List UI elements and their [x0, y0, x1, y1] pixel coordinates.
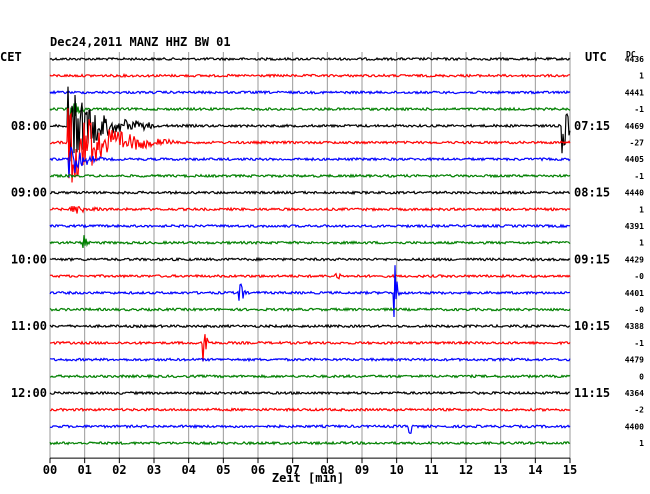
dc-offset-label: 4441	[625, 88, 644, 97]
x-axis-label: Zeit [min]	[272, 471, 344, 485]
x-tick-label: 01	[77, 463, 91, 477]
right-time-label: 09:15	[574, 252, 610, 266]
left-timezone-label: CET	[0, 50, 22, 64]
right-time-label: 10:15	[574, 319, 610, 333]
right-timezone-label: UTC	[585, 50, 607, 64]
dc-offset-label: 4364	[625, 389, 644, 398]
trace-line	[50, 108, 571, 183]
dc-offset-label: 4405	[625, 155, 644, 164]
x-axis: 00 01 02 03 04 05 06 07 08 09 10 11 12 13 14 15	[43, 457, 577, 477]
x-tick-label: 11	[424, 463, 438, 477]
x-tick-label: 06	[251, 463, 265, 477]
x-tick-label: 09	[355, 463, 369, 477]
x-tick-label: 05	[216, 463, 230, 477]
dc-offset-label: -2	[634, 406, 644, 415]
dc-label: DC	[626, 50, 636, 59]
dc-offset-label: 1	[639, 239, 644, 248]
left-time-label: 12:00	[11, 386, 47, 400]
trace-line	[49, 73, 571, 79]
trace-line	[49, 407, 571, 413]
dc-offset-label: 4479	[625, 356, 644, 365]
dc-offset-label: -1	[634, 172, 644, 181]
dc-offset-label: 4400	[625, 422, 644, 431]
trace-line	[49, 256, 571, 262]
trace-line	[49, 306, 571, 312]
right-time-label: 11:15	[574, 386, 610, 400]
dc-offset-label: 4440	[625, 189, 644, 198]
trace-line	[49, 205, 571, 214]
trace-line	[50, 334, 571, 362]
left-time-label: 08:00	[11, 119, 47, 133]
trace-line	[49, 56, 571, 62]
trace-line	[49, 89, 571, 95]
dc-offset-label: -1	[634, 339, 644, 348]
dc-offset-label: 4388	[625, 322, 644, 331]
dc-offset-label: -0	[634, 306, 644, 315]
dc-offset-label: 4429	[625, 255, 644, 264]
x-tick-label: 02	[112, 463, 126, 477]
trace-line	[49, 173, 571, 179]
dc-offset-label: -1	[634, 105, 644, 114]
dc-offset-label: 1	[639, 439, 644, 448]
x-tick-label: 04	[181, 463, 195, 477]
dc-offset-label: 1	[639, 205, 644, 214]
x-tick-label: 00	[43, 463, 57, 477]
time-gridlines	[49, 52, 571, 459]
left-time-label: 11:00	[11, 319, 47, 333]
x-tick-label: 15	[563, 463, 577, 477]
trace-line	[49, 189, 571, 196]
x-tick-label: 14	[528, 463, 542, 477]
dc-offset-label: -27	[630, 139, 645, 148]
left-time-label: 09:00	[11, 186, 47, 200]
x-tick-label: 12	[459, 463, 473, 477]
time-labels: 08:00 09:00 10:00 11:00 12:00 07:15 08:15 09:15…	[11, 55, 644, 448]
trace-line	[49, 146, 571, 178]
x-tick-label: 03	[147, 463, 161, 477]
x-tick-label: 07	[285, 463, 299, 477]
trace-line	[49, 373, 571, 380]
trace-line	[49, 423, 571, 434]
dc-offset-label: 1	[639, 72, 644, 81]
trace-line	[49, 323, 571, 329]
trace-line	[49, 272, 571, 280]
trace-line	[49, 235, 571, 249]
right-time-label: 08:15	[574, 186, 610, 200]
chart-title: Dec24,2011 MANZ HHZ BW 01	[50, 35, 231, 49]
trace-line	[49, 223, 571, 229]
x-tick-label: 10	[389, 463, 403, 477]
trace-line	[49, 390, 570, 396]
left-time-label: 10:00	[11, 252, 47, 266]
trace-line	[50, 357, 571, 363]
dc-offset-label: 4391	[625, 222, 644, 231]
trace-line	[49, 440, 571, 446]
right-time-label: 07:15	[574, 119, 610, 133]
trace-line	[50, 86, 571, 162]
seismogram-traces	[49, 56, 571, 446]
trace-line	[49, 103, 571, 124]
trace-line	[49, 265, 570, 318]
dc-offset-label: -0	[634, 272, 644, 281]
dc-offset-label: 0	[639, 372, 644, 381]
dc-offset-label: 4436	[625, 55, 644, 64]
x-tick-label: 08	[320, 463, 334, 477]
x-tick-label: 13	[493, 463, 507, 477]
dc-offset-label: 4469	[625, 122, 644, 131]
dc-offset-label: 4401	[625, 289, 644, 298]
